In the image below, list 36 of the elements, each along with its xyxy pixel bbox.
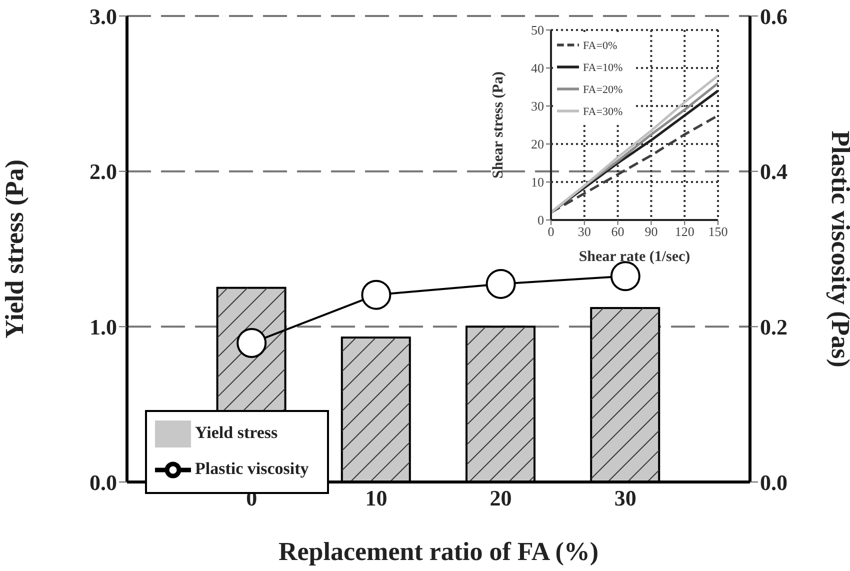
- y-tick-label: 3.0: [90, 4, 117, 29]
- y2-tick-label: 0.4: [760, 159, 788, 184]
- x-tick-label: 60: [611, 224, 624, 240]
- x-axis-title: Replacement ratio of FA (%): [278, 537, 599, 566]
- legend-label: FA=20%: [583, 84, 623, 96]
- y2-tick-label: 0.6: [760, 4, 788, 29]
- x-tick-label: 90: [644, 224, 658, 240]
- y-tick-label: 2.0: [90, 159, 117, 184]
- x-tick-label: 150: [708, 224, 728, 240]
- x-tick-label: 30: [578, 224, 591, 240]
- y2-axis-title: Plastic viscosity (Pas): [826, 130, 850, 368]
- y-tick-label: 1.0: [90, 314, 117, 340]
- y-tick-label: 50: [531, 22, 544, 38]
- line-series: [551, 114, 718, 214]
- x-tick-label: 20: [490, 486, 512, 511]
- y-tick-label: 40: [531, 60, 544, 76]
- y2-tick-label: 0.0: [760, 470, 788, 495]
- x-tick-label: 30: [614, 486, 636, 511]
- x-tick-label: 10: [365, 486, 388, 511]
- x-tick-label: 120: [674, 224, 694, 240]
- x-axis-title: Shear rate (1/sec): [578, 249, 690, 265]
- y-tick-label: 30: [531, 98, 544, 114]
- legend-label: FA=10%: [583, 62, 623, 74]
- y-tick-label: 10: [531, 174, 544, 190]
- y2-tick-label: 0.2: [760, 314, 788, 340]
- y-tick-label: 20: [531, 136, 544, 152]
- y-tick-label: 0.0: [90, 470, 117, 495]
- x-tick-label: 0: [548, 224, 554, 240]
- legend-label: FA=30%: [583, 106, 623, 118]
- legend-label: Yield stress: [195, 422, 278, 442]
- y-tick-label: 0: [538, 212, 544, 228]
- point: [236, 328, 267, 358]
- legend-label: Plastic viscosity: [195, 458, 309, 478]
- legend-label: FA=0%: [583, 40, 618, 52]
- y-axis-title: Yield stress (Pa): [0, 159, 30, 339]
- y-axis-title: Shear stress (Pa): [490, 72, 506, 178]
